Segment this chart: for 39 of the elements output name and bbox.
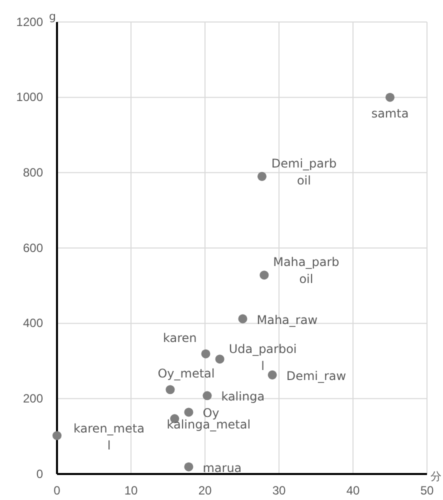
- y-axis-title: g: [49, 10, 56, 23]
- annotation: Demi_raw: [286, 368, 346, 383]
- y-tick-label: 600: [22, 240, 44, 255]
- point: [201, 349, 210, 358]
- point: [385, 92, 395, 102]
- annotation: Oy_metal: [158, 366, 215, 381]
- annotation: marua: [202, 460, 242, 475]
- y-tick-label: 1000: [16, 90, 44, 104]
- annotation: karen: [162, 330, 197, 345]
- point: [215, 354, 224, 364]
- point: [260, 270, 269, 280]
- point: [184, 408, 194, 417]
- y-tick-label: 0: [36, 466, 44, 481]
- point: [52, 431, 62, 440]
- annotation: kalinga_metal: [166, 418, 251, 432]
- annotation: kalinga: [221, 390, 265, 404]
- annotation: Oy: [202, 406, 220, 420]
- x-tick-label: 40: [346, 484, 360, 498]
- annotation: karen_metal: [74, 422, 144, 453]
- point: [202, 391, 212, 400]
- x-tick-label: 0: [54, 484, 61, 498]
- y-tick-label: 400: [22, 316, 44, 330]
- x-tick-label: 10: [124, 484, 138, 498]
- annotation: Maha_parboil: [273, 255, 340, 286]
- y-tick-label: 200: [22, 392, 44, 406]
- y-tick-label: 1200: [16, 14, 44, 29]
- x-axis-title: 分: [430, 470, 442, 483]
- annotation: Maha_raw: [256, 312, 318, 327]
- x-tick-label: 30: [272, 484, 286, 498]
- point: [268, 370, 277, 380]
- x-tick-label: 50: [420, 484, 434, 498]
- point: [257, 172, 266, 181]
- y-tick-label: 800: [22, 166, 44, 180]
- point: [166, 385, 175, 394]
- x-tick-label: 20: [198, 484, 212, 498]
- annotation: Demi_parboil: [271, 156, 337, 188]
- annotation: samta: [371, 106, 409, 120]
- point: [238, 314, 248, 324]
- point: [184, 462, 194, 472]
